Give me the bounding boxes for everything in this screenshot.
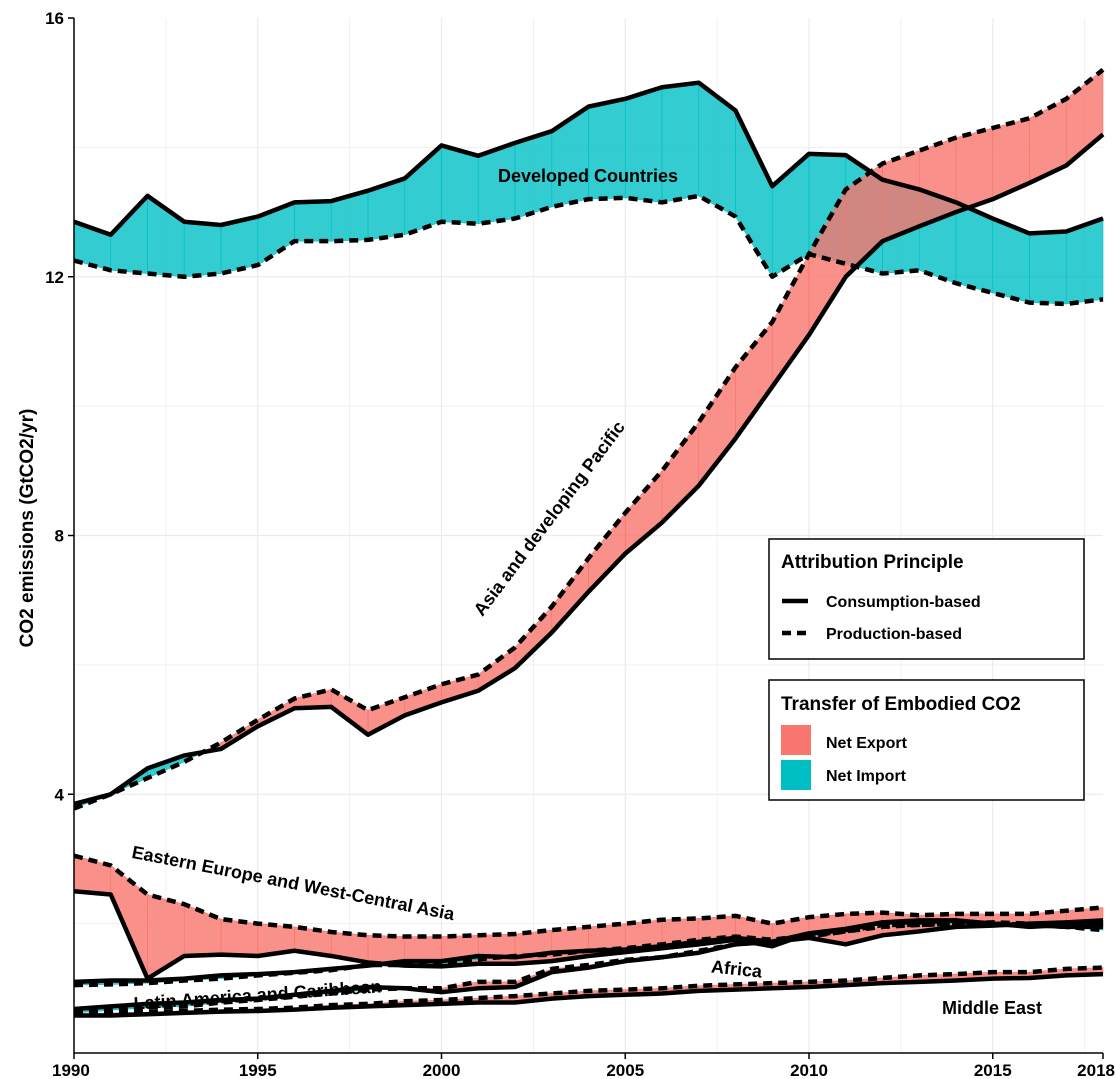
consumption-line	[73, 918, 1104, 985]
x-tick-label: 2005	[606, 1061, 644, 1079]
legend-net-export-label: Net Export	[826, 735, 908, 752]
axes: 4 8 12 16 1990 1995 2000 2005 2010 2015 2018	[45, 9, 1115, 1079]
legend-transfer-title: Transfer of Embodied CO2	[781, 694, 1021, 715]
series-lines	[73, 67, 1105, 1018]
consumption-line	[73, 918, 1103, 1012]
y-tick-label: 16	[45, 9, 64, 28]
x-tick-label: 1995	[239, 1061, 277, 1079]
region-label-developed: Developed Countries	[498, 166, 678, 186]
x-tick-label: 2018	[1077, 1061, 1115, 1079]
legend: Attribution Principle Consumption-based …	[768, 538, 1085, 801]
consumption-line	[73, 80, 1104, 237]
y-axis-title: CO2 emissions (GtCO2/yr)	[17, 409, 38, 648]
legend-attribution-title: Attribution Principle	[781, 552, 964, 573]
legend-net-import-label: Net Import	[826, 768, 907, 785]
x-tick-label: 2010	[790, 1061, 828, 1079]
region-label-middle-east: Middle East	[942, 998, 1042, 1018]
legend-attribution-box	[768, 538, 1085, 660]
legend-net-export-swatch	[781, 725, 811, 755]
x-tick-label: 2015	[974, 1061, 1012, 1079]
ribbon-segment	[183, 221, 222, 278]
x-tick-label: 2000	[423, 1061, 461, 1079]
ribbon-segment	[294, 200, 332, 242]
legend-net-import-swatch	[781, 760, 811, 790]
ribbon-segment	[441, 145, 479, 225]
production-line	[73, 853, 1104, 939]
consumption-line	[74, 971, 1104, 1018]
production-line	[73, 67, 1105, 811]
y-tick-label: 4	[55, 785, 65, 804]
consumption-line	[73, 132, 1105, 807]
ribbon-segment	[220, 918, 259, 957]
y-tick-label: 12	[45, 268, 64, 287]
y-tick-label: 8	[55, 527, 64, 546]
production-line	[73, 193, 1104, 307]
legend-production-label: Production-based	[826, 626, 962, 643]
legend-transfer-box	[768, 679, 1085, 801]
legend-consumption-label: Consumption-based	[826, 594, 981, 611]
ribbon-segment	[1029, 231, 1067, 305]
x-tick-label: 1990	[52, 1061, 90, 1079]
grid	[74, 18, 1103, 1053]
